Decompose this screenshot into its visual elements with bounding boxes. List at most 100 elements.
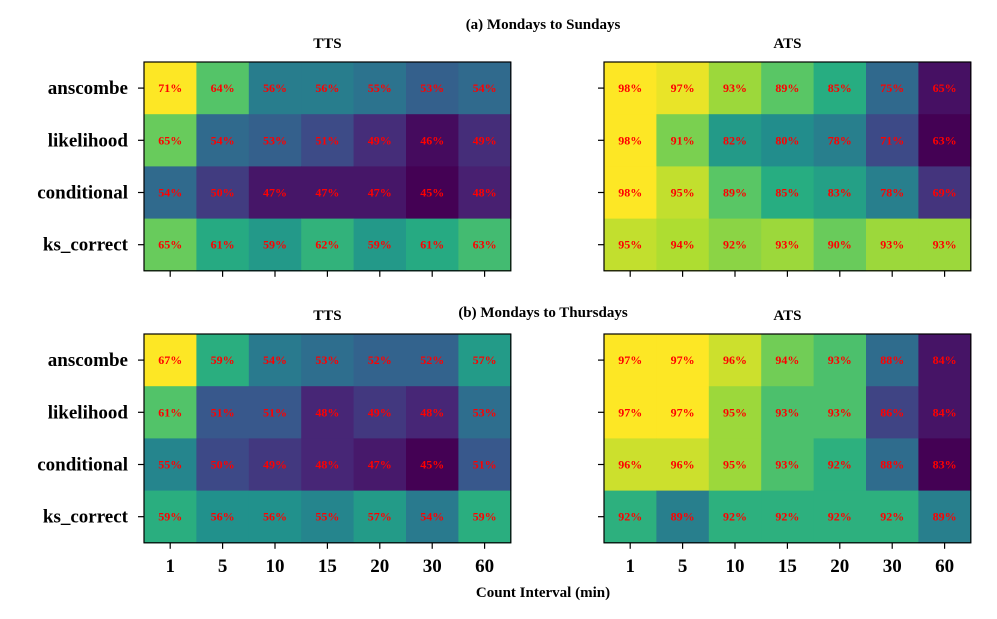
cell-value-label: 54% <box>158 186 182 200</box>
heatmap-cell <box>813 166 867 220</box>
heatmap-cell <box>458 62 512 115</box>
heatmap-cell <box>656 114 710 167</box>
heatmap-cell <box>353 114 407 167</box>
heatmap-cell <box>813 334 867 387</box>
column-label: 30 <box>883 556 902 577</box>
heatmap-cell <box>761 438 815 492</box>
cell-value-label: 47% <box>368 458 392 472</box>
heatmap-cell <box>866 438 919 492</box>
heatmap-cell <box>248 490 302 544</box>
cell-value-label: 56% <box>315 81 339 95</box>
heatmap-cell <box>458 386 512 439</box>
heatmap-cell <box>353 218 407 272</box>
column-label: 60 <box>475 556 494 577</box>
panel-1-0: TTS 67% 59% 54% 53% 52% 52% 57% 61% 51% 51% 48% 49% 4… <box>37 308 512 577</box>
row-label: anscombe <box>48 78 128 99</box>
cell-value-label: 94% <box>671 238 695 252</box>
heatmap-cell <box>813 386 867 439</box>
row-label: conditional <box>37 183 128 204</box>
heatmap-cell <box>708 62 762 115</box>
cell-value-label: 53% <box>473 405 497 419</box>
heatmap-cell <box>604 334 657 387</box>
cell-value-label: 96% <box>618 458 642 472</box>
heatmap-cell <box>353 386 407 439</box>
cell-value-label: 54% <box>473 81 497 95</box>
heatmap-cell <box>196 438 250 492</box>
heatmap-cell <box>301 166 355 220</box>
cell-value-label: 89% <box>723 186 747 200</box>
heatmap-cell <box>918 438 972 492</box>
heatmap-cell <box>761 386 815 439</box>
cell-value-label: 56% <box>211 510 235 524</box>
cell-value-label: 93% <box>723 81 747 95</box>
cell-value-label: 59% <box>368 238 392 252</box>
heatmap-cell <box>656 490 710 544</box>
heatmap-cell <box>918 386 972 439</box>
cell-value-label: 95% <box>723 405 747 419</box>
heatmap-cell <box>301 490 355 544</box>
x-axis-label: Count Interval (min) <box>476 585 610 601</box>
heatmap-cell <box>248 386 302 439</box>
panels-layer: TTS 71% 64% 56% 56% 55% 53% 54% 65% 54% 53% 51% 49% 4… <box>37 36 972 577</box>
heatmap-cell <box>656 334 710 387</box>
cell-value-label: 53% <box>420 81 444 95</box>
panel-title: ATS <box>773 36 801 52</box>
cell-value-label: 95% <box>723 458 747 472</box>
heatmap-cell <box>656 166 710 220</box>
cell-value-label: 54% <box>420 510 444 524</box>
cell-value-label: 93% <box>828 405 852 419</box>
cell-value-label: 51% <box>473 458 497 472</box>
heatmap-cell <box>406 218 459 272</box>
heatmap-cell <box>301 438 355 492</box>
cell-value-label: 85% <box>828 81 852 95</box>
heatmap-cell <box>813 62 867 115</box>
heatmap-cell <box>248 62 302 115</box>
cell-value-label: 55% <box>368 81 392 95</box>
cell-value-label: 52% <box>420 353 444 367</box>
heatmap-cell <box>248 218 302 272</box>
cell-value-label: 92% <box>828 510 852 524</box>
cell-value-label: 59% <box>473 510 497 524</box>
row-label: likelihood <box>48 130 129 151</box>
heatmap-cell <box>301 218 355 272</box>
heatmap-cell <box>458 490 512 544</box>
heatmap-cell <box>406 166 459 220</box>
heatmap-cell <box>866 218 919 272</box>
cell-value-label: 88% <box>880 458 904 472</box>
cell-value-label: 49% <box>263 458 287 472</box>
cell-value-label: 96% <box>723 353 747 367</box>
heatmap-cell <box>144 166 197 220</box>
cell-value-label: 54% <box>263 353 287 367</box>
heatmap-cell <box>813 438 867 492</box>
heatmap-cell <box>353 490 407 544</box>
cell-value-label: 93% <box>933 238 957 252</box>
cell-value-label: 89% <box>775 81 799 95</box>
column-label: 1 <box>165 556 175 577</box>
column-label: 20 <box>830 556 849 577</box>
cell-value-label: 78% <box>828 133 852 147</box>
heatmap-cell <box>708 114 762 167</box>
heatmap-cell <box>301 334 355 387</box>
cell-value-label: 93% <box>775 458 799 472</box>
cell-value-label: 48% <box>315 458 339 472</box>
cell-value-label: 84% <box>933 353 957 367</box>
heatmap-cell <box>301 114 355 167</box>
heatmap-cell <box>353 62 407 115</box>
heatmap-cell <box>458 438 512 492</box>
heatmap-cell <box>248 438 302 492</box>
cell-value-label: 95% <box>618 238 642 252</box>
heatmap-cell <box>866 490 919 544</box>
heatmap-cell <box>196 386 250 439</box>
panel-1-1: ATS 97% 97% 96% 94% 93% 88% 84% 97% 97% 95% 93% 93% 8… <box>598 308 972 577</box>
heatmap-cell <box>604 386 657 439</box>
section-a-title: (a) Mondays to Sundays <box>466 17 621 33</box>
cell-value-label: 53% <box>263 133 287 147</box>
cell-value-label: 78% <box>880 186 904 200</box>
section-b-title: (b) Mondays to Thursdays <box>458 305 628 321</box>
cell-value-label: 63% <box>473 238 497 252</box>
panel-0-1: ATS 98% 97% 93% 89% 85% 75% 65% 98% 91% 82% 80% 78% 7… <box>598 36 972 277</box>
heatmap-cell <box>761 334 815 387</box>
cell-value-label: 97% <box>671 405 695 419</box>
column-label: 15 <box>318 556 337 577</box>
